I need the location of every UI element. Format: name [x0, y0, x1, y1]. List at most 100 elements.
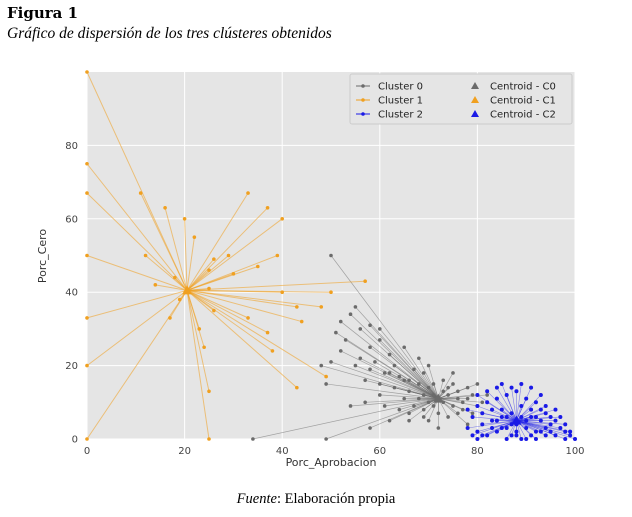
data-point [533, 429, 538, 434]
data-point [543, 425, 548, 430]
data-point [460, 407, 465, 412]
data-point [509, 433, 514, 438]
figure-title: Gráfico de dispersión de los tres clúste… [7, 25, 332, 42]
connection-line [403, 347, 439, 399]
connection-line [186, 289, 249, 319]
data-point [426, 400, 431, 405]
connection-line [418, 358, 439, 399]
connection-line [86, 255, 188, 291]
data-point [163, 205, 167, 210]
connection-line [326, 383, 439, 399]
data-point [378, 393, 382, 397]
centroid-connection-lines [86, 71, 576, 440]
data-point [470, 414, 475, 419]
data-point [494, 429, 499, 434]
data-point [421, 407, 426, 412]
connection-line [438, 398, 483, 403]
connection-line [384, 398, 439, 407]
connection-line [186, 289, 273, 352]
data-point [324, 437, 328, 441]
data-point [353, 363, 358, 368]
connection-line [186, 255, 229, 291]
data-point [392, 363, 397, 368]
connection-line [86, 289, 188, 366]
data-point [329, 290, 333, 294]
data-point [373, 360, 377, 364]
data-point [402, 345, 407, 350]
data-point [378, 382, 382, 386]
legend-box [349, 73, 573, 125]
data-point [548, 414, 553, 419]
data-point [270, 349, 275, 353]
data-point [524, 418, 529, 423]
connection-line [467, 420, 517, 429]
connection-line [186, 289, 298, 388]
data-point [431, 382, 436, 386]
connection-line [186, 289, 322, 308]
connection-line [86, 163, 188, 291]
data-point [563, 437, 568, 441]
data-point [417, 396, 421, 401]
cluster-points [85, 70, 577, 441]
data-point [402, 396, 407, 401]
data-point [226, 253, 231, 258]
data-point [524, 437, 529, 441]
data-point [451, 371, 455, 375]
data-point [85, 363, 89, 368]
data-point [412, 404, 416, 408]
chart-legend: Cluster 0 Cluster 1 Cluster 2 Centroid - C0… [349, 73, 573, 125]
connection-line [365, 379, 439, 399]
data-point [177, 297, 182, 302]
connection-line [516, 420, 571, 432]
data-point [480, 422, 485, 427]
connection-line [379, 394, 439, 399]
data-point [568, 433, 573, 438]
data-point [538, 429, 543, 434]
data-point [494, 396, 499, 401]
connection-line [496, 387, 517, 421]
x-tick-label: 20 [178, 446, 191, 457]
connection-line [86, 289, 188, 319]
data-point [494, 418, 499, 423]
connection-line [326, 398, 439, 440]
connection-line [350, 313, 439, 399]
connection-line [187, 289, 332, 293]
legend-label: Cluster 1 [378, 96, 423, 107]
data-point [138, 191, 143, 195]
source-lead: Fuente [236, 491, 277, 507]
data-point [553, 407, 558, 412]
y-tick-label: 60 [65, 214, 78, 225]
connection-line [186, 237, 195, 291]
legend-triangle-swatch [471, 82, 479, 89]
data-point [470, 411, 475, 416]
data-point [275, 253, 280, 258]
data-point [378, 327, 382, 331]
data-point [173, 275, 177, 280]
data-point [475, 429, 480, 434]
data-point [480, 433, 485, 438]
data-point [324, 382, 328, 386]
x-tick-label: 40 [276, 446, 289, 457]
connection-line [184, 218, 188, 291]
x-tick-label: 60 [373, 446, 386, 457]
connection-line [169, 290, 188, 319]
data-point [280, 290, 284, 294]
data-point [407, 389, 411, 394]
connection-line [330, 361, 439, 399]
connection-line [186, 218, 283, 291]
centroid-marker [433, 393, 444, 403]
data-point [387, 371, 392, 375]
connection-line [186, 290, 210, 392]
data-point [529, 433, 534, 438]
data-point [417, 382, 421, 386]
data-point [207, 437, 211, 441]
connection-line [335, 332, 439, 399]
data-point [446, 415, 450, 419]
grid-lines [86, 72, 576, 440]
connection-line [174, 277, 188, 291]
data-point [509, 411, 514, 416]
data-point [387, 418, 392, 423]
data-point [529, 414, 534, 419]
data-point [533, 437, 538, 441]
scatter-chart: 0 20 40 60 80 100 0 20 40 60 80 Porc_Aprobacion Po… [36, 70, 585, 469]
